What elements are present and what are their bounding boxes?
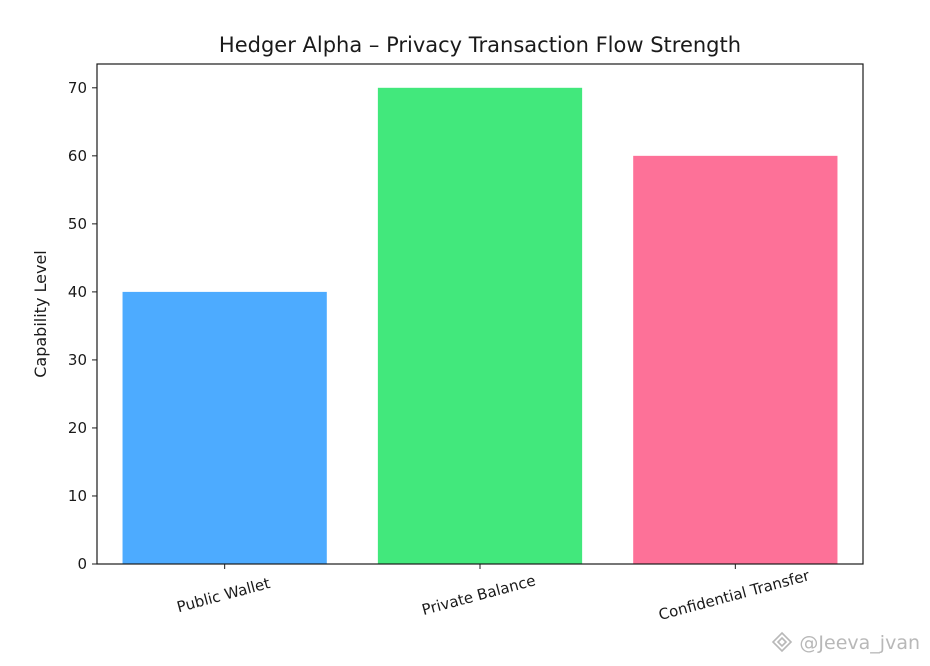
y-tick-label: 20 [68,419,87,437]
x-tick-label: Private Balance [420,571,538,619]
y-axis-label: Capability Level [31,250,50,378]
y-ticks-group: 0 10 20 30 40 50 60 70 [68,79,97,573]
bar-confidential-transfer [633,155,838,564]
plot-frame [96,63,864,565]
y-tick-label: 40 [68,283,87,301]
y-tick-label: 50 [68,215,87,233]
y-tick-label: 0 [77,555,87,573]
x-ticks-group: Public Wallet Private Balance Confidential… [175,564,812,624]
bar-private-balance [377,87,583,565]
y-tick-label: 30 [68,351,87,369]
bar-public-wallet [122,291,327,564]
chart-title: Hedger Alpha – Privacy Transaction Flow … [219,33,741,57]
watermark: @Jeeva_jvan [771,631,920,654]
exchange-diamond-icon [771,631,799,654]
x-tick-label: Confidential Transfer [657,566,813,624]
watermark-text: @Jeeva_jvan [799,632,920,654]
y-tick-label: 70 [68,79,87,97]
x-tick-label: Public Wallet [175,574,272,616]
bars-group [122,87,838,565]
y-tick-label: 10 [68,487,87,505]
y-tick-label: 60 [68,147,87,165]
